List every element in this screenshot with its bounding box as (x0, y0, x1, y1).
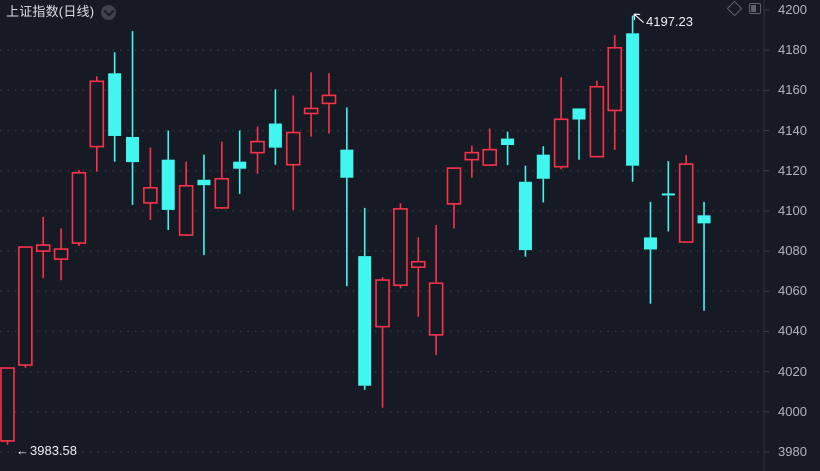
y-axis-tick-label: 4080 (778, 243, 807, 259)
y-axis-tick-label: 4000 (778, 403, 807, 419)
candles-layer (0, 15, 711, 445)
candle[interactable] (143, 147, 158, 220)
candle[interactable] (553, 77, 569, 170)
candle[interactable] (572, 108, 586, 160)
candle[interactable] (428, 224, 444, 355)
arrow-left-icon: ← (16, 443, 29, 458)
y-axis-tick-label: 4060 (778, 283, 807, 299)
candle[interactable] (108, 52, 122, 162)
candle[interactable] (697, 201, 711, 311)
candle[interactable] (89, 76, 105, 172)
candle[interactable] (35, 216, 51, 279)
low-price-label: ←3983.58 (16, 443, 77, 458)
candle[interactable] (197, 154, 211, 256)
candle[interactable] (661, 161, 675, 232)
candle[interactable] (18, 246, 33, 368)
candle[interactable] (178, 161, 194, 237)
chevron-down-icon[interactable] (101, 4, 117, 20)
price-axis-line (763, 0, 769, 471)
diamond-icon[interactable] (726, 0, 743, 17)
candle[interactable] (464, 145, 480, 178)
candle[interactable] (482, 128, 498, 167)
candle[interactable] (678, 155, 694, 243)
candle[interactable] (161, 130, 175, 230)
y-axis-tick-label: 4020 (778, 363, 807, 379)
y-axis-tick-label: 4140 (778, 122, 807, 138)
candle[interactable] (250, 126, 265, 174)
legend: 上证指数(日线) (6, 4, 117, 20)
y-axis-tick-label: 3980 (778, 444, 807, 459)
candle[interactable] (233, 130, 247, 194)
candle[interactable] (501, 131, 515, 166)
candle[interactable] (268, 89, 282, 165)
candle[interactable] (53, 228, 69, 281)
candle[interactable] (126, 31, 140, 205)
panel-icon[interactable] (749, 3, 761, 14)
candle[interactable] (393, 203, 408, 289)
symbol-title[interactable]: 上证指数(日线) (6, 4, 95, 19)
candle[interactable] (589, 80, 605, 158)
chart-toolbar (726, 0, 761, 17)
y-axis-tick-label: 4160 (778, 82, 807, 98)
candle[interactable] (340, 107, 354, 287)
candle[interactable] (607, 34, 623, 151)
y-axis-tick-label: 4040 (778, 323, 807, 339)
candle[interactable] (285, 95, 301, 210)
candle[interactable] (626, 15, 640, 182)
y-axis-tick-label: 4100 (778, 202, 807, 218)
y-axis-tick-label: 4200 (778, 2, 807, 17)
candle[interactable] (71, 169, 87, 247)
candle[interactable] (214, 141, 230, 209)
y-axis-tick-label: 4180 (778, 42, 807, 58)
candle[interactable] (446, 167, 462, 229)
y-axis-tick-label: 4120 (778, 162, 807, 178)
candle[interactable] (0, 367, 15, 445)
candle[interactable] (321, 73, 337, 134)
candle[interactable] (643, 201, 657, 304)
candle[interactable] (518, 165, 532, 257)
candle[interactable] (375, 277, 390, 408)
candle[interactable] (358, 207, 372, 390)
candle[interactable] (536, 146, 550, 203)
high-price-label: 4197.23 (646, 14, 693, 29)
candle[interactable] (303, 72, 319, 137)
candle[interactable] (410, 237, 426, 317)
annotation-arrows (633, 13, 645, 24)
